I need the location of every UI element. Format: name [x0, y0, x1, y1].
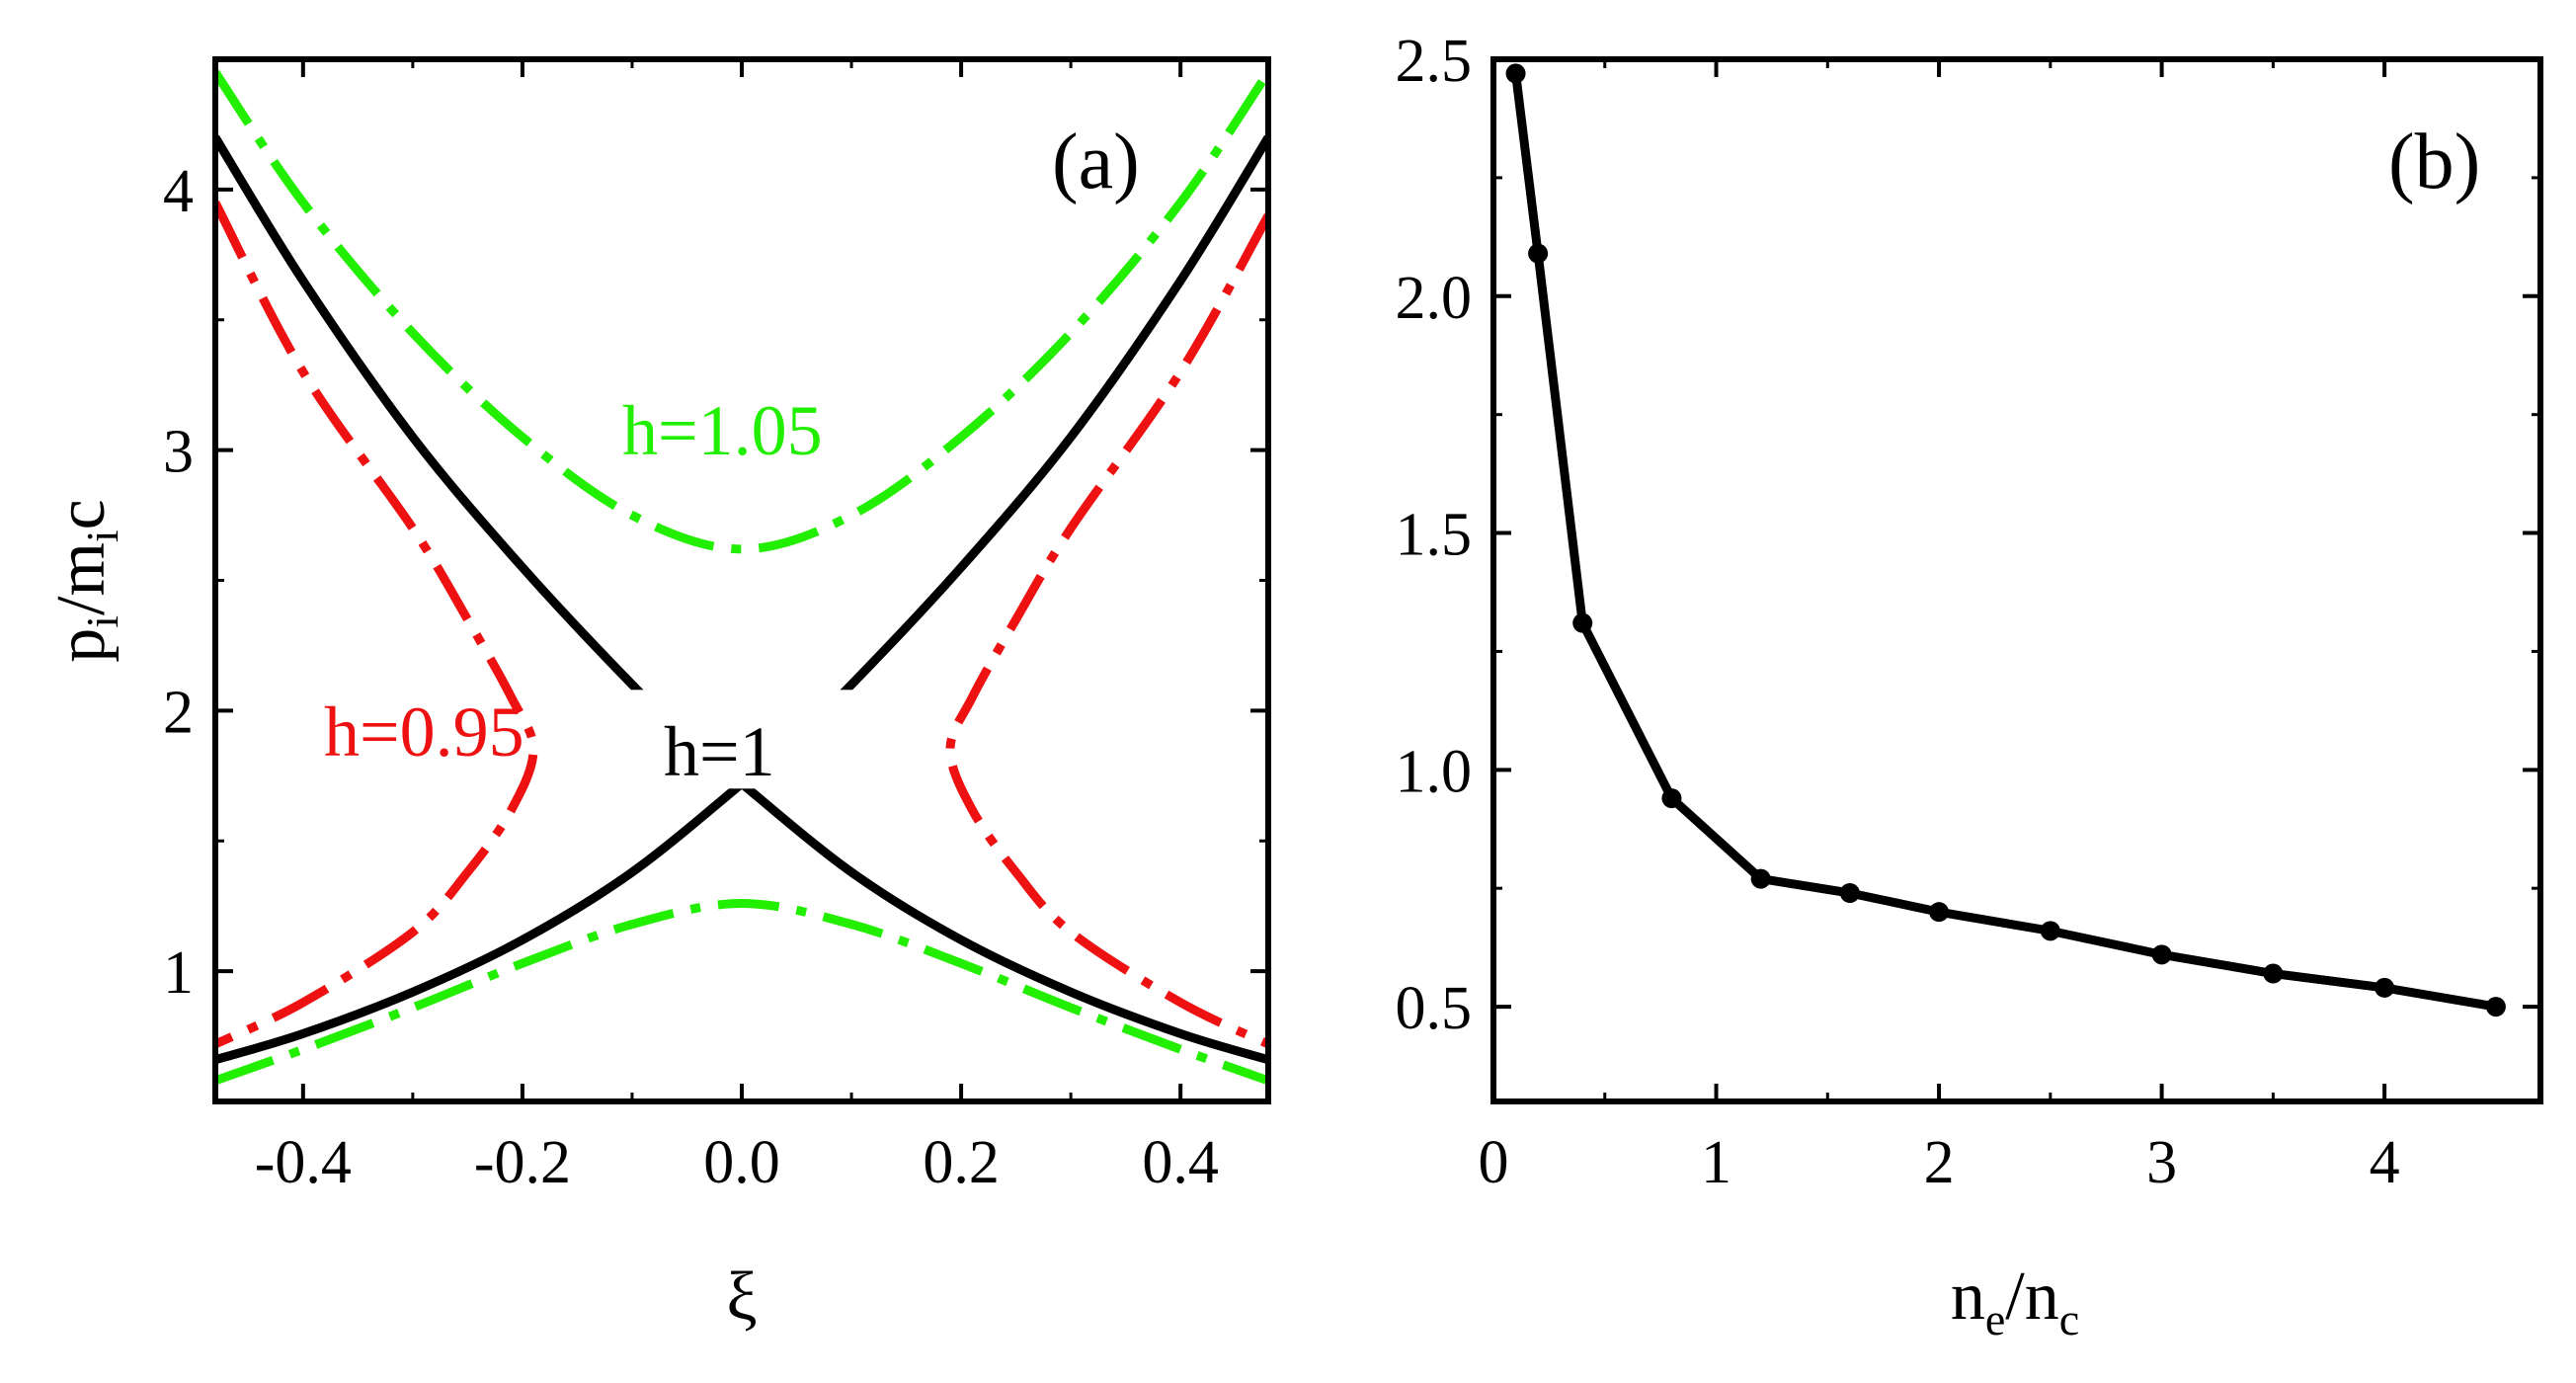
panel-a-curves	[215, 69, 1268, 1086]
data-point	[2485, 997, 2506, 1017]
xlabel-sub1: e	[1985, 1294, 2005, 1344]
x-tick-label: 3	[2146, 1129, 2177, 1196]
y-tick-label: 3	[163, 419, 194, 486]
panel-a-ticks: -0.4 -0.2 0.0 0.2 0.4 1 2 3 4	[163, 59, 1268, 1196]
xlabel-base: n	[1951, 1259, 1985, 1335]
data-point	[1572, 612, 1593, 633]
data-point	[2263, 963, 2284, 984]
ylabel-mid: /m	[43, 542, 120, 615]
x-tick-label: 0.0	[703, 1129, 780, 1196]
data-point	[2375, 977, 2395, 998]
x-tick-label: 4	[2370, 1129, 2400, 1196]
y-tick-label: 2.0	[1396, 265, 1473, 332]
data-point	[1528, 243, 1549, 264]
x-tick-label: 0.2	[923, 1129, 1000, 1196]
data-point	[1750, 868, 1771, 889]
panel-a-tag: (a)	[1052, 119, 1140, 205]
panel-a-xlabel: ξ	[726, 1259, 757, 1335]
data-point	[2151, 944, 2172, 965]
y-tick-label: 1	[163, 939, 194, 1007]
series-h-1-branch-a	[215, 134, 1268, 1065]
data-point	[2040, 921, 2060, 941]
label-h1-backdrop	[628, 690, 855, 789]
panel-a-frame	[212, 56, 1271, 1104]
panel-a-ylabel: pi/mic	[43, 499, 127, 663]
panel-b: 0 1 2 3 4 0.5 1.0 1.5 2.0 2.5 (b) ne/nc	[1396, 28, 2543, 1344]
ylabel-tail: c	[43, 499, 120, 529]
series-h-1-branch-b	[215, 134, 1268, 1065]
y-tick-label: 0.5	[1396, 975, 1473, 1042]
xlabel-mid: /n	[2005, 1259, 2058, 1335]
y-tick-label: 2.5	[1396, 28, 1473, 95]
series-h-0-95-right	[945, 213, 1268, 1049]
series-threshold	[1511, 72, 2497, 1012]
xlabel-sub2: c	[2059, 1294, 2079, 1344]
label-h095: h=0.95	[324, 692, 524, 772]
label-h105: h=1.05	[622, 391, 823, 470]
panel-b-plot-area	[1511, 72, 2497, 1012]
panel-b-frame	[1490, 56, 2543, 1104]
ylabel-base: p	[43, 628, 120, 663]
label-h1: h=1	[664, 712, 775, 791]
data-point	[1505, 63, 1526, 84]
y-tick-label: 1.5	[1396, 502, 1473, 569]
panel-b-ticks: 0 1 2 3 4 0.5 1.0 1.5 2.0 2.5	[1396, 28, 2540, 1196]
y-tick-label: 4	[163, 158, 194, 225]
panel-a-plot-area	[215, 69, 1268, 1086]
x-tick-label: 1	[1701, 1129, 1731, 1196]
ylabel-sub2: i	[77, 529, 127, 542]
x-tick-label: 0	[1479, 1129, 1509, 1196]
panel-b-xlabel: ne/nc	[1951, 1259, 2079, 1344]
panel-b-curves	[1505, 63, 2506, 1017]
x-tick-label: 2	[1924, 1129, 1955, 1196]
data-point	[1839, 883, 1860, 903]
ylabel-sub1: i	[77, 615, 127, 628]
data-point	[1929, 902, 1950, 923]
series-h-1-05-upper	[215, 69, 1268, 554]
x-tick-label: -0.4	[255, 1129, 352, 1196]
x-tick-label: -0.2	[474, 1129, 571, 1196]
panel-b-tag: (b)	[2388, 119, 2480, 205]
y-tick-label: 1.0	[1396, 738, 1473, 805]
series-h-1-05-lower	[215, 899, 1268, 1086]
y-tick-label: 2	[163, 679, 194, 746]
x-tick-label: 0.4	[1142, 1129, 1219, 1196]
data-point	[1661, 788, 1682, 809]
series-h-0-95-left	[215, 200, 538, 1049]
